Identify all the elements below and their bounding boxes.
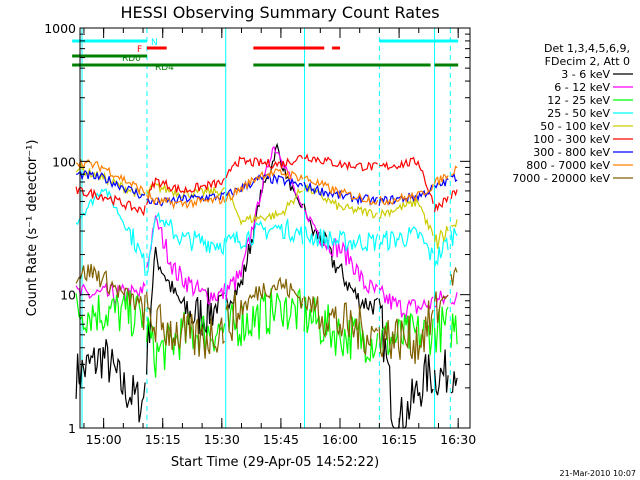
flag-rd0-label: RD0 <box>122 54 141 64</box>
series-line <box>75 142 458 429</box>
legend-entry-label: 50 - 100 keV <box>540 120 610 133</box>
legend-entry-label: 100 - 300 keV <box>533 133 610 146</box>
series-line <box>75 158 458 210</box>
y-axis-label: Count Rate (s⁻¹ detector⁻¹) <box>25 140 40 317</box>
x-axis-label: Start Time (29-Apr-05 14:52:22) <box>171 455 379 470</box>
x-tick-label: 16:15 <box>381 432 417 447</box>
series-line <box>75 287 458 378</box>
plot-frame <box>79 27 471 429</box>
legend-entry-label: 25 - 50 keV <box>547 107 610 120</box>
y-tick-label: 100 <box>52 154 76 169</box>
flag-flare-label: F <box>137 45 142 55</box>
legend-entry-label: 800 - 7000 keV <box>526 159 610 172</box>
series-layer <box>75 142 458 429</box>
y-tick-label: 1000 <box>44 21 76 36</box>
timestamp: 21-Mar-2010 10:07 <box>560 469 637 478</box>
legend-header-line: Det 1,3,4,5,6,9, <box>544 42 630 55</box>
x-tick-label: 15:00 <box>86 432 122 447</box>
legend: Det 1,3,4,5,6,9,FDecim 2, Att 03 - 6 keV… <box>512 42 633 185</box>
x-tick-label: 16:00 <box>322 432 358 447</box>
series-line <box>75 153 458 217</box>
legend-entry-label: 300 - 800 keV <box>533 146 610 159</box>
y-tick-label: 10 <box>60 288 76 303</box>
legend-entry-label: 7000 - 20000 keV <box>512 172 610 185</box>
chart-title: HESSI Observing Summary Count Rates <box>120 3 439 22</box>
legend-entry-label: 12 - 25 keV <box>547 94 610 107</box>
flag-night-label: N <box>151 38 158 48</box>
legend-entry-label: 6 - 12 keV <box>554 81 610 94</box>
y-tick-label: 1 <box>68 421 76 436</box>
legend-header-line: FDecim 2, Att 0 <box>545 55 630 68</box>
series-line <box>75 188 458 276</box>
legend-entry-label: 3 - 6 keV <box>561 68 610 81</box>
series-line <box>75 263 458 364</box>
x-tick-label: 15:15 <box>145 432 181 447</box>
axes: 15:00 15:15 15:30 15:45 16:00 16:15 16:30 1 10 10… <box>44 21 476 447</box>
flag-rd4-label: RD4 <box>155 63 174 73</box>
x-tick-label: 15:45 <box>263 432 299 447</box>
x-tick-label: 16:30 <box>440 432 476 447</box>
x-tick-label: 15:30 <box>204 432 240 447</box>
